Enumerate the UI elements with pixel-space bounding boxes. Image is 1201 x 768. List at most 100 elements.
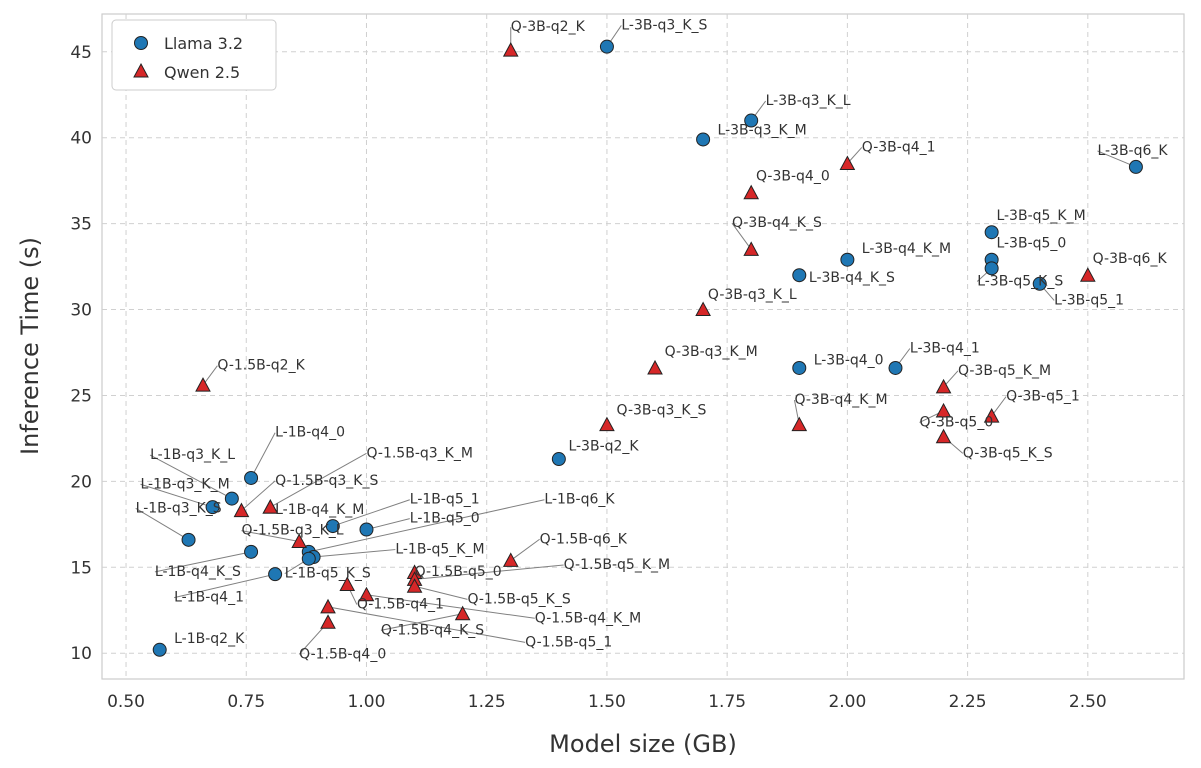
- point-label: Q-1.5B-q4_K_S: [381, 622, 484, 638]
- point-label: L-3B-q4_1: [910, 341, 980, 357]
- point-label: L-1B-q4_1: [174, 590, 244, 606]
- data-point-llama: [551, 452, 566, 467]
- point-label: L-1B-q3_K_S: [136, 500, 222, 516]
- point-label: Q-1.5B-q5_0: [415, 564, 502, 580]
- point-label: L-3B-q3_K_L: [766, 93, 851, 109]
- data-point-qwen: [935, 428, 952, 444]
- point-label: L-1B-q3_K_M: [140, 476, 229, 492]
- data-point-qwen: [743, 241, 760, 256]
- x-tick-label: 1.75: [708, 692, 746, 712]
- x-tick-label: 2.25: [949, 692, 987, 712]
- leader-line: [380, 613, 463, 631]
- point-label: Q-3B-q6_K: [1093, 251, 1168, 267]
- point-label: Q-1.5B-q5_K_S: [467, 591, 570, 607]
- leader-line: [414, 564, 564, 580]
- data-point-qwen: [647, 359, 663, 375]
- data-point-llama: [696, 132, 711, 147]
- point-label: Q-1.5B-q2_K: [217, 358, 305, 374]
- x-tick-label: 1.50: [588, 692, 626, 712]
- data-point-qwen: [695, 301, 711, 317]
- data-point-qwen: [339, 576, 356, 591]
- point-label: Q-3B-q2_K: [511, 19, 586, 35]
- point-label: Q-1.5B-q3_K_L: [241, 523, 343, 539]
- leader-layer: [135, 25, 1137, 655]
- point-label: L-1B-q5_0: [410, 511, 480, 527]
- data-point-llama: [152, 642, 167, 657]
- data-point-llama: [325, 519, 340, 534]
- leader-line: [241, 480, 276, 511]
- data-point-llama: [268, 567, 283, 582]
- data-point-qwen: [358, 586, 375, 602]
- legend-label-qwen: Qwen 2.5: [164, 63, 240, 82]
- point-label: L-1B-q6_K: [544, 492, 615, 508]
- point-label: L-3B-q6_K: [1097, 143, 1168, 159]
- grid-layer: [102, 14, 1184, 679]
- y-axis-title: Inference Time (s): [16, 237, 44, 455]
- data-point-qwen: [502, 552, 519, 567]
- point-label: L-3B-q2_K: [568, 438, 639, 454]
- x-axis-title: Model size (GB): [549, 730, 737, 758]
- legend: Llama 3.2 Qwen 2.5: [111, 19, 277, 91]
- point-label: L-3B-q4_K_M: [862, 241, 951, 257]
- data-point-llama: [359, 522, 374, 537]
- data-point-llama: [205, 500, 220, 515]
- marker-layer: [152, 39, 1143, 657]
- point-label: Q-1.5B-q3_K_M: [366, 445, 472, 461]
- point-label: Q-1.5B-q5_1: [525, 634, 612, 650]
- point-label: Q-3B-q3_K_M: [665, 344, 758, 360]
- y-tick-label: 10: [70, 644, 92, 664]
- point-label: L-1B-q5_K_S: [285, 566, 371, 582]
- point-label: Q-1.5B-q6_K: [540, 531, 628, 547]
- x-tick-label: 1.25: [468, 692, 506, 712]
- leader-line: [366, 518, 410, 530]
- point-label: L-3B-q4_0: [814, 353, 884, 369]
- y-tick-label: 45: [70, 43, 92, 63]
- data-point-qwen: [502, 42, 519, 57]
- y-tick-label: 25: [70, 386, 92, 406]
- x-tick-label: 2.50: [1069, 692, 1107, 712]
- point-label: Q-3B-q5_K_S: [963, 445, 1053, 461]
- point-label: Q-3B-q3_K_S: [617, 402, 707, 418]
- data-point-llama: [301, 551, 316, 566]
- point-label: L-3B-q3_K_S: [621, 17, 707, 33]
- data-point-qwen: [743, 184, 760, 200]
- point-label: Q-3B-q4_K_M: [794, 392, 887, 408]
- leader-line: [731, 222, 752, 250]
- data-point-qwen: [935, 378, 952, 394]
- data-point-llama: [599, 39, 614, 54]
- leader-line: [140, 483, 213, 508]
- point-label: L-1B-q5_K_M: [395, 542, 484, 558]
- leader-line: [270, 452, 367, 508]
- data-point-qwen: [791, 416, 808, 432]
- leader-line: [149, 454, 233, 500]
- point-label: L-3B-q5_0: [996, 236, 1066, 252]
- y-tick-label: 30: [70, 301, 92, 321]
- data-point-qwen: [454, 605, 471, 621]
- y-tick-label: 15: [70, 558, 92, 578]
- point-label: Q-3B-q4_0: [756, 169, 830, 185]
- legend-frame: [111, 19, 277, 91]
- data-point-qwen: [839, 155, 856, 170]
- point-label: L-1B-q4_K_S: [155, 564, 241, 580]
- x-tick-label: 1.00: [348, 692, 386, 712]
- data-point-qwen: [195, 377, 211, 392]
- point-label: Q-1.5B-q5_K_M: [564, 557, 670, 573]
- leader-line: [241, 530, 300, 543]
- point-label: L-3B-q3_K_M: [718, 122, 807, 138]
- data-point-llama: [984, 225, 999, 240]
- data-point-llama: [244, 470, 259, 485]
- leader-line: [154, 551, 252, 573]
- leader-line: [327, 606, 526, 643]
- legend-marker-qwen: [133, 62, 149, 78]
- data-point-llama: [244, 544, 259, 559]
- data-point-llama: [792, 360, 807, 375]
- data-point-qwen: [1079, 267, 1096, 282]
- data-point-llama: [1128, 159, 1143, 174]
- x-tick-label: 0.50: [107, 692, 145, 712]
- point-label: L-1B-q2_K: [174, 631, 245, 647]
- x-tick-label: 2.00: [828, 692, 866, 712]
- point-label: L-3B-q5_K_M: [996, 208, 1085, 224]
- point-label: L-3B-q5_1: [1054, 292, 1124, 308]
- leader-line: [414, 585, 468, 600]
- point-label: Q-3B-q4_K_S: [732, 215, 822, 231]
